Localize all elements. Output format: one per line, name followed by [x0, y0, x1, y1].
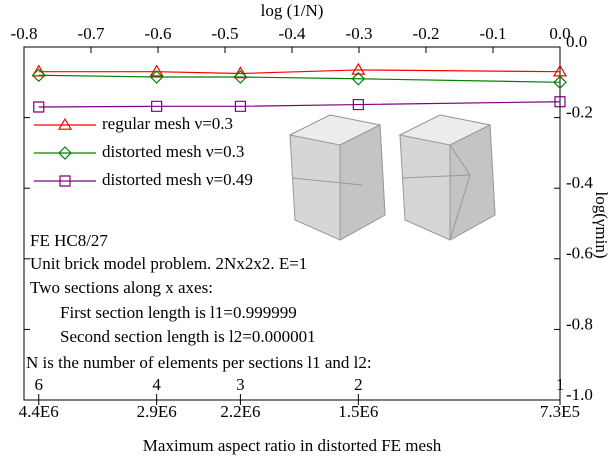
annotation: Second section length is l2=0.000001: [60, 327, 316, 346]
top-tick-label: -0.1: [480, 24, 507, 43]
series-line: [39, 70, 560, 74]
aspect-tick-label: 2.2E6: [220, 402, 260, 421]
n-tick-label: 2: [354, 375, 363, 394]
series-line: [39, 75, 560, 82]
legend-marker: [59, 119, 71, 129]
top-axis-title: log (1/N): [261, 1, 324, 20]
right-tick-label: -0.2: [566, 103, 593, 122]
top-tick-label: -0.6: [145, 24, 172, 43]
bottom-axis-title: Maximum aspect ratio in distorted FE mes…: [143, 436, 442, 455]
top-tick-label: -0.7: [78, 24, 105, 43]
annotation: Unit brick model problem. 2Nx2x2. E=1: [30, 254, 307, 273]
legend-label: distorted mesh ν=0.49: [102, 170, 253, 189]
annotation: N is the number of elements per sections…: [26, 353, 372, 372]
top-tick-label: -0.8: [11, 24, 38, 43]
right-axis-title: log(γmin): [592, 191, 611, 258]
n-tick-label: 4: [152, 375, 161, 394]
n-tick-label: 1: [556, 375, 565, 394]
n-tick-label: 3: [236, 375, 245, 394]
top-tick-label: -0.4: [279, 24, 306, 43]
annotation: FE HC8/27: [30, 231, 108, 250]
right-tick-label: 0.0: [566, 32, 587, 51]
chart: log (1/N) Maximum aspect ratio in distor…: [0, 0, 613, 464]
aspect-tick-label: 2.9E6: [137, 402, 177, 421]
annotation: Two sections along x axes:: [30, 278, 213, 297]
annotation: First section length is l1=0.999999: [60, 303, 297, 322]
cube-images: [290, 115, 495, 240]
top-tick-label: -0.2: [413, 24, 440, 43]
right-tick-label: -0.8: [566, 314, 593, 333]
aspect-tick-label: 4.4E6: [19, 402, 59, 421]
right-tick-label: -0.4: [566, 173, 593, 192]
aspect-tick-label: 7.3E5: [540, 402, 580, 421]
aspect-tick-label: 1.5E6: [338, 402, 378, 421]
marker: [33, 66, 45, 76]
marker: [234, 67, 246, 77]
top-tick-label: -0.3: [346, 24, 373, 43]
top-tick-label: -0.5: [212, 24, 239, 43]
series-line: [39, 102, 560, 107]
n-tick-label: 6: [34, 375, 43, 394]
legend-label: distorted mesh ν=0.3: [102, 142, 244, 161]
right-tick-label: -0.6: [566, 244, 593, 263]
legend-label: regular mesh ν=0.3: [102, 114, 233, 133]
